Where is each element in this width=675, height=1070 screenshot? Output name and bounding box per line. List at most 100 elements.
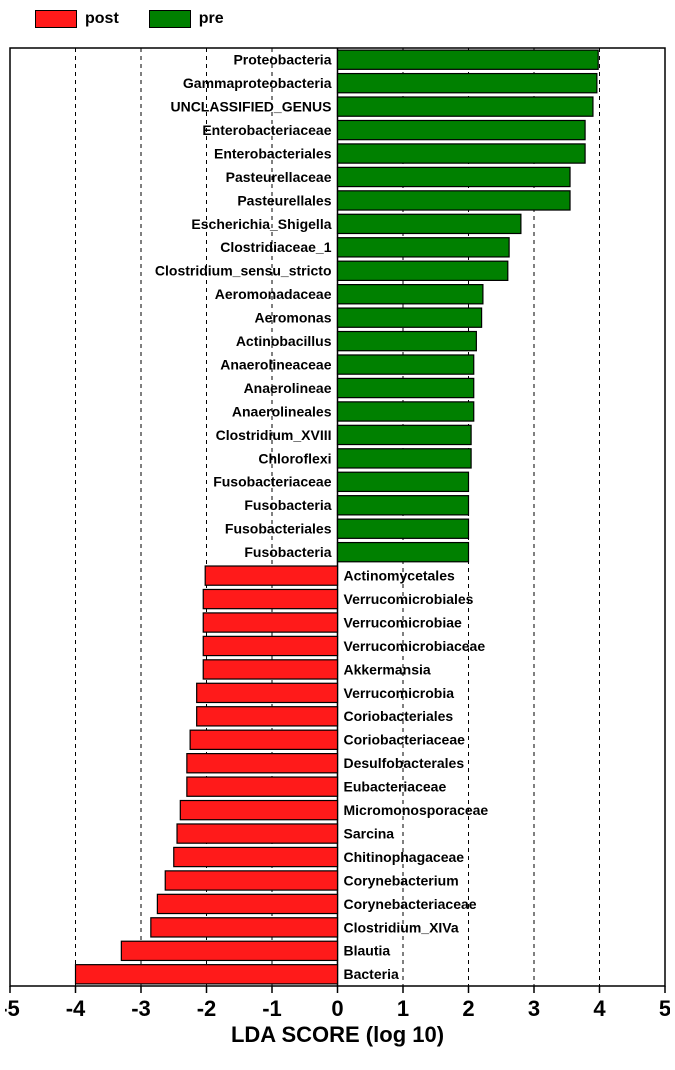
legend-label-pre: pre [199, 10, 224, 28]
bar-label: Enterobacteriaceae [202, 122, 331, 138]
bar-rect [338, 519, 469, 538]
bar-label: Chloroflexi [258, 450, 331, 466]
bar-label: Chitinophagaceae [344, 849, 465, 865]
bar-rect [180, 801, 337, 820]
x-tick-label: -5 [5, 996, 20, 1021]
legend-label-post: post [85, 10, 119, 28]
bar-label: Bacteria [344, 966, 399, 982]
legend-item-post: post [35, 10, 119, 28]
bar-rect [338, 449, 472, 468]
bar-rect [197, 683, 338, 702]
bar-label: Clostridium_sensu_stricto [155, 263, 332, 279]
lda-chart: post pre Proteobacteria Gammaproteobacter… [0, 0, 675, 1070]
bar-label: Enterobacteriales [214, 145, 332, 161]
bar-label: Actinobacillus [236, 333, 332, 349]
bar-label: Akkermansia [344, 661, 431, 677]
bar-label: Actinomycetales [344, 568, 455, 584]
x-axis-title: LDA SCORE (log 10) [231, 1022, 444, 1047]
bar-label: Corynebacterium [344, 872, 459, 888]
bar-label: Clostridium_XIVa [344, 919, 459, 935]
bar-rect [338, 543, 469, 562]
x-tick-label: -3 [131, 996, 151, 1021]
bar-label: Fusobacteriaceae [213, 474, 331, 490]
bar-label: Pasteurellaceae [226, 169, 332, 185]
bar-rect [338, 261, 508, 280]
plot-area: Proteobacteria Gammaproteobacteria UNCLASS… [5, 36, 670, 1051]
bar-rect [151, 918, 338, 937]
bar-rect [338, 214, 521, 233]
bar-label: UNCLASSIFIED_GENUS [170, 99, 331, 115]
bar-rect [205, 566, 337, 585]
bar-label: Eubacteriaceae [344, 779, 447, 795]
bar-label: Fusobacteriales [225, 521, 332, 537]
bar-label: Verrucomicrobiae [344, 614, 462, 630]
bar-rect [338, 144, 586, 163]
bar-label: Coriobacteriales [344, 708, 454, 724]
bar-rect [338, 50, 599, 69]
bar-label: Proteobacteria [233, 52, 331, 68]
bar-rect [338, 120, 586, 139]
bar-label: Pasteurellales [237, 192, 331, 208]
bar-rect [203, 613, 337, 632]
bar-chart-svg: Proteobacteria Gammaproteobacteria UNCLASS… [5, 36, 670, 1051]
legend-item-pre: pre [149, 10, 224, 28]
legend-swatch-post [35, 10, 77, 28]
bar-rect [338, 402, 474, 421]
bar-rect [177, 824, 337, 843]
bar-rect [338, 238, 510, 257]
x-tick-label: 4 [593, 996, 606, 1021]
bar-label: Verrucomicrobiaceae [344, 638, 486, 654]
bar-label: Corynebacteriaceae [344, 896, 477, 912]
bar-rect [338, 74, 597, 93]
x-tick-label: 3 [528, 996, 540, 1021]
x-tick-label: -4 [66, 996, 86, 1021]
bar-rect [338, 332, 477, 351]
x-tick-label: -1 [262, 996, 282, 1021]
bar-rect [338, 191, 571, 210]
bar-label: Desulfobacterales [344, 755, 465, 771]
bar-rect [76, 965, 338, 984]
bar-rect [187, 777, 338, 796]
bar-label: Clostridium_XVIII [216, 427, 332, 443]
bar-rect [203, 589, 337, 608]
bar-label: Aeromonas [254, 310, 331, 326]
bar-rect [338, 308, 482, 327]
bar-rect [338, 285, 483, 304]
legend: post pre [5, 10, 670, 28]
bar-rect [203, 636, 337, 655]
bar-rect [157, 894, 337, 913]
x-tick-label: 1 [397, 996, 409, 1021]
bar-rect [203, 660, 337, 679]
bar-rect [338, 97, 593, 116]
legend-swatch-pre [149, 10, 191, 28]
bar-rect [187, 754, 338, 773]
bar-rect [338, 425, 472, 444]
bar-label: Anaerolineales [232, 403, 332, 419]
bar-label: Escherichia_Shigella [191, 216, 331, 232]
x-tick-label: 5 [659, 996, 670, 1021]
bar-rect [197, 707, 338, 726]
bar-rect [338, 167, 571, 186]
bar-label: Blautia [344, 943, 391, 959]
bar-rect [190, 730, 337, 749]
bar-rect [174, 847, 338, 866]
bar-rect [121, 941, 337, 960]
bar-label: Sarcina [344, 825, 395, 841]
bar-label: Micromonosporaceae [344, 802, 489, 818]
bar-label: Gammaproteobacteria [183, 75, 332, 91]
bar-rect [338, 355, 474, 374]
bar-label: Aeromonadaceae [215, 286, 332, 302]
bar-rect [338, 496, 469, 515]
bar-rect [338, 472, 469, 491]
bar-label: Fusobacteria [244, 497, 331, 513]
bar-label: Fusobacteria [244, 544, 331, 560]
bar-rect [338, 378, 474, 397]
bar-label: Anaerolineae [244, 380, 332, 396]
x-tick-label: 0 [331, 996, 343, 1021]
bar-label: Clostridiaceae_1 [220, 239, 331, 255]
bar-rect [165, 871, 337, 890]
bar-label: Verrucomicrobiales [344, 591, 474, 607]
x-tick-label: -2 [197, 996, 217, 1021]
x-tick-label: 2 [462, 996, 474, 1021]
bar-label: Verrucomicrobia [344, 685, 455, 701]
